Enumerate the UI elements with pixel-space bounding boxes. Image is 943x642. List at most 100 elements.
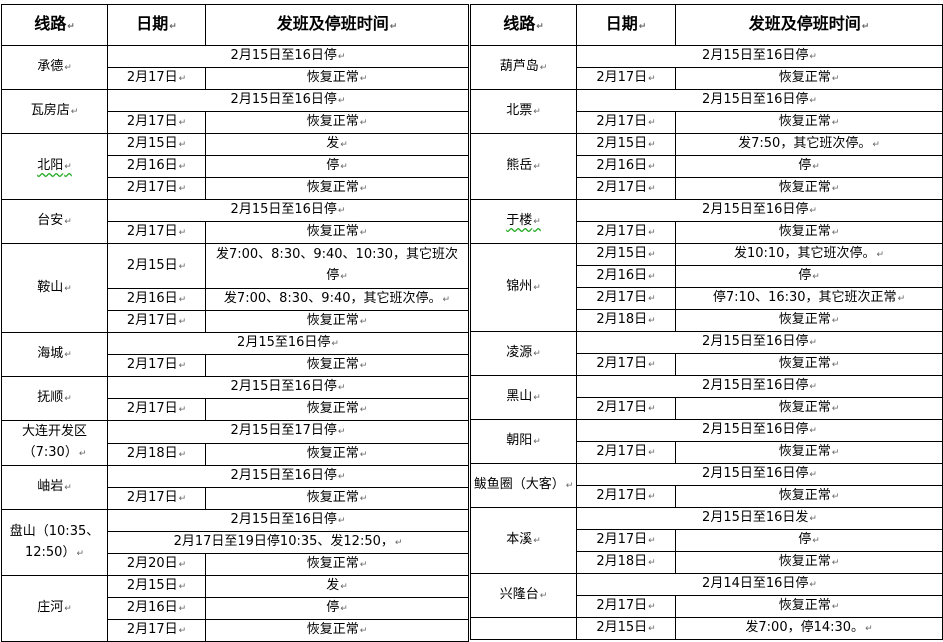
table-row: 熊岳 2月15日 发7:50，其它班次停。 — [470, 133, 943, 200]
table-row: 台安 2月15日至16日停 — [1, 199, 469, 244]
schedule-date-text: 2月17日 — [596, 70, 655, 85]
schedule-span-text: 2月15日至16日停 — [231, 468, 346, 483]
schedule-date-text: 2月15日 — [596, 136, 655, 151]
table-row: 2月18日 恢复正常 — [471, 309, 943, 332]
schedule-status-text: 停 — [798, 268, 820, 283]
route-name: 北阳 — [1, 133, 108, 200]
schedule-date-text: 2月20日 — [127, 556, 186, 571]
table-row: 2月17日 恢复正常 — [471, 353, 943, 376]
schedule-status: 恢复正常 — [675, 595, 943, 618]
schedule-date: 2月17日 — [107, 398, 206, 421]
schedule-span-text: 2月14日至16日停 — [702, 576, 817, 591]
schedule-status: 停 — [205, 597, 469, 620]
schedule-date: 2月16日 — [576, 265, 676, 288]
schedule-status-text: 发10:10，其它班次停。 — [734, 246, 884, 261]
table-row: 2月16日 停 — [471, 155, 943, 178]
schedule-span-text: 2月15至16日停 — [237, 335, 339, 350]
schedule-date-text: 2月17日 — [596, 488, 655, 503]
route-name: 朝阳 — [470, 419, 577, 464]
schedule-span: 2月15日至16日停 — [576, 375, 943, 398]
route-name-text: 承德 — [37, 59, 72, 74]
schedule-date-text: 2月17日 — [127, 490, 186, 505]
route-name-text: 台安 — [37, 213, 72, 228]
schedule-status-text: 停 — [798, 532, 820, 547]
route-name-text: 本溪 — [506, 532, 541, 547]
table-row: 2月16日 发7:00、8:30、9:40，其它班次停。 — [2, 288, 469, 311]
schedule-span-text: 2月15日至16日停 — [231, 48, 346, 63]
schedule-date: 2月18日 — [576, 309, 676, 332]
schedule-status: 停7:10、16:30，其它班次正常 — [675, 287, 943, 310]
schedule-status: 恢复正常 — [205, 442, 469, 466]
route-name: 大连开发区（7:30） — [1, 420, 108, 466]
schedule-date: 2月18日 — [576, 551, 676, 574]
route-name-text: 盘山（10:35、12:50） — [10, 524, 99, 560]
schedule-status: 恢复正常 — [675, 485, 943, 508]
header-row: 线路 日期 发班及停班时间 — [1, 4, 469, 46]
table-row: 葫芦岛 2月15日至16日停 — [470, 45, 943, 90]
table-row: 庄河 2月15日 发 — [1, 575, 469, 642]
schedule-date-text: 2月17日 — [127, 313, 186, 328]
schedule-date: 2月17日 — [107, 619, 206, 642]
route-name: 瓦房店 — [1, 89, 108, 134]
schedule-date: 2月17日 — [107, 67, 206, 90]
schedule-status-text: 恢复正常 — [779, 400, 840, 415]
route-name: 兴隆台 — [470, 573, 577, 618]
schedule-date: 2月17日 — [107, 177, 206, 200]
schedule-status: 恢复正常 — [205, 354, 469, 377]
route-name: 于楼 — [470, 199, 577, 244]
route-name-text: 岫岩 — [37, 479, 72, 494]
schedule-date: 2月17日 — [107, 487, 206, 510]
schedule-span: 2月15日至16日发 — [576, 507, 943, 530]
schedule-span-text: 2月15日至16日停 — [702, 48, 817, 63]
schedule-status-text: 恢复正常 — [307, 446, 368, 461]
schedule-status: 恢复正常 — [205, 177, 469, 200]
schedule-status: 发 — [205, 133, 469, 156]
table-row: 2月17日至19日停10:35、发12:50， — [2, 531, 469, 554]
schedule-date-text: 2月17日 — [596, 444, 655, 459]
header-date: 日期 — [107, 4, 206, 46]
schedule-status: 恢复正常 — [675, 397, 943, 420]
schedule-date: 2月17日 — [576, 221, 676, 244]
route-name: 承德 — [1, 45, 108, 90]
schedule-status-text: 发 — [326, 136, 348, 151]
header-row: 线路 日期 发班及停班时间 — [470, 4, 943, 46]
route-name-text: 熊岳 — [506, 158, 541, 173]
route-name-text: 鲅鱼圈（大客） — [474, 477, 574, 492]
schedule-span-text: 2月15日至16日停 — [231, 92, 346, 107]
schedule-status-text: 恢复正常 — [779, 488, 840, 503]
schedule-status-text: 恢复正常 — [307, 556, 368, 571]
schedule-date-text: 2月17日 — [127, 224, 186, 239]
schedule-status-text: 恢复正常 — [779, 598, 840, 613]
schedule-date-text: 2月16日 — [127, 600, 186, 615]
schedule-span-text: 2月15日至17日停 — [231, 423, 346, 438]
header-route-label: 线路 — [503, 14, 544, 33]
schedule-date-text: 2月17日 — [596, 180, 655, 195]
schedule-span-text: 2月15日至16日停 — [702, 466, 817, 481]
route-name-text: 朝阳 — [506, 433, 541, 448]
schedule-status-text: 发7:00，停14:30。 — [745, 620, 872, 635]
schedule-date: 2月17日 — [576, 111, 676, 134]
schedule-status-text: 恢复正常 — [307, 224, 368, 239]
table-row: 海城 2月15至16日停 — [1, 332, 469, 377]
schedule-status: 停 — [675, 155, 943, 178]
schedule-status: 恢复正常 — [205, 111, 469, 134]
schedule-date: 2月16日 — [107, 288, 206, 311]
schedule-span-text: 2月15日至16日停 — [702, 334, 817, 349]
schedule-span-text: 2月15日至16日停 — [702, 202, 817, 217]
schedule-date-text: 2月17日 — [596, 598, 655, 613]
schedule-status: 停 — [675, 265, 943, 288]
schedule-date-text: 2月17日 — [596, 356, 655, 371]
header-route: 线路 — [470, 4, 577, 46]
table-row: 大连开发区（7:30） 2月15日至17日停 — [1, 420, 469, 466]
schedule-date-text: 2月15日 — [127, 136, 186, 151]
schedule-span-text: 2月15日至16日停 — [231, 202, 346, 217]
route-name-text: 抚顺 — [37, 390, 72, 405]
schedule-span: 2月15日至16日停 — [576, 331, 943, 354]
route-name-text: 兴隆台 — [500, 587, 548, 602]
table-row: 2月17日 恢复正常 — [2, 221, 469, 244]
schedule-span-text: 2月17日至19日停10:35、发12:50， — [174, 534, 403, 549]
table-row: 2月16日 停 — [2, 597, 469, 620]
table-row: 2月17日 恢复正常 — [471, 67, 943, 90]
table-row: 本溪 2月15日至16日发 — [470, 507, 943, 574]
schedule-status-text: 发7:00、8:30、9:40，其它班次停。 — [224, 291, 450, 306]
